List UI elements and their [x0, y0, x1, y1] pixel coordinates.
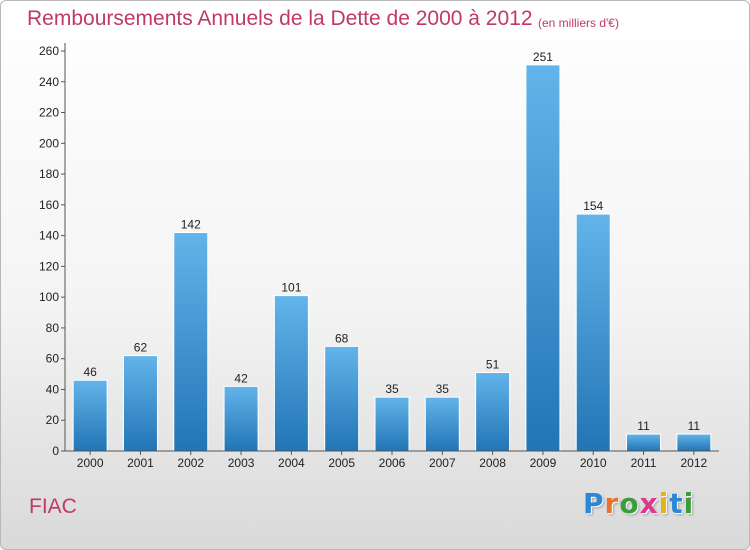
- bar-2001: [122, 355, 158, 452]
- x-tick-label: 2006: [379, 456, 406, 470]
- y-tick-label: 100: [39, 290, 59, 304]
- logo-letter: i: [683, 487, 695, 520]
- bar-2009: [525, 64, 561, 452]
- y-tick-label: 220: [39, 106, 59, 120]
- y-tick-label: 60: [46, 352, 60, 366]
- x-tick-label: 2010: [580, 456, 607, 470]
- bar-2005: [324, 345, 360, 452]
- bar-2004: [273, 295, 309, 452]
- logo-letter: i: [658, 487, 670, 520]
- y-tick-label: 80: [46, 321, 60, 335]
- x-tick-label: 2012: [680, 456, 707, 470]
- x-tick-label: 2002: [177, 456, 204, 470]
- value-label: 154: [583, 199, 603, 213]
- logo-letter: o: [619, 487, 640, 520]
- bar-2000: [72, 379, 108, 452]
- y-tick-label: 120: [39, 259, 59, 273]
- commune-name: FIAC: [29, 495, 77, 518]
- logo-letter: P: [583, 487, 605, 520]
- x-tick-label: 2009: [530, 456, 557, 470]
- bar-2010: [575, 213, 611, 452]
- y-tick-label: 180: [39, 167, 59, 181]
- value-label: 62: [134, 341, 148, 355]
- bar-2012: [676, 433, 712, 452]
- value-label: 251: [533, 50, 553, 64]
- bar-2007: [424, 396, 460, 452]
- x-tick-label: 2003: [228, 456, 255, 470]
- bars-group: 46 62 142 42 101 68 35 35 51 251 154 11 11: [72, 50, 712, 452]
- y-tick-label: 240: [39, 75, 59, 89]
- y-tick-label: 40: [46, 382, 60, 396]
- value-label: 35: [385, 382, 399, 396]
- y-tick-label: 140: [39, 229, 59, 243]
- x-tick-label: 2005: [328, 456, 355, 470]
- x-tick-label: 2007: [429, 456, 456, 470]
- value-label: 51: [486, 358, 500, 372]
- value-label: 142: [181, 218, 201, 232]
- y-tick-label: 160: [39, 198, 59, 212]
- bar-2006: [374, 396, 410, 452]
- value-label: 101: [281, 281, 301, 295]
- bar-2003: [223, 385, 259, 452]
- logo-letter: t: [669, 487, 684, 520]
- x-tick-label: 2004: [278, 456, 305, 470]
- y-tick-label: 260: [39, 44, 59, 58]
- value-label: 46: [83, 365, 97, 379]
- y-tick-label: 20: [46, 413, 60, 427]
- logo-letter: x: [639, 487, 659, 520]
- bar-2008: [475, 372, 511, 452]
- logo-letter: r: [604, 487, 620, 520]
- chart-subtitle: (en milliers d'€): [538, 16, 619, 30]
- axes-group: 0 20 40 60 80 100 120 140 160 180 200 220 240 260 2000…: [39, 43, 719, 470]
- x-tick-label: 2001: [127, 456, 154, 470]
- x-tick-label: 2000: [77, 456, 104, 470]
- y-tick-label: 200: [39, 136, 59, 150]
- value-label: 42: [234, 371, 248, 385]
- value-label: 11: [637, 419, 650, 433]
- bar-2002: [173, 232, 209, 452]
- value-label: 11: [688, 419, 701, 433]
- proxiti-logo: Proxiti: [583, 487, 694, 520]
- value-label: 35: [436, 382, 450, 396]
- y-tick-label: 0: [52, 444, 59, 458]
- chart-title: Remboursements Annuels de la Dette de 20…: [27, 7, 533, 30]
- x-tick-label: 2008: [479, 456, 506, 470]
- bar-2011: [626, 433, 662, 452]
- x-tick-label: 2011: [631, 456, 657, 470]
- value-label: 68: [335, 331, 349, 345]
